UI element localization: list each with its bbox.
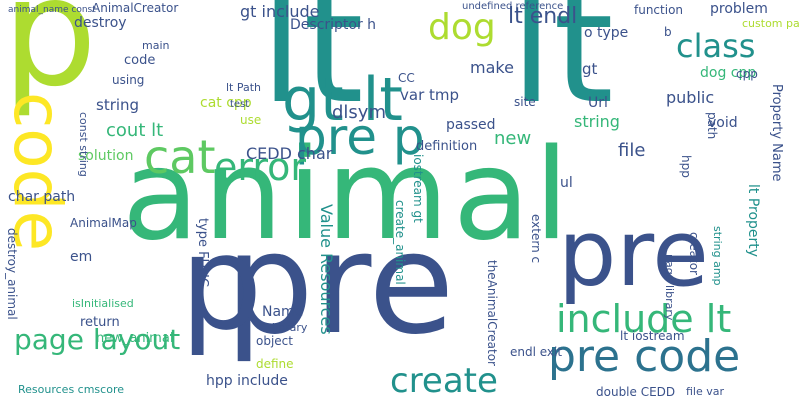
word: lt — [260, 0, 364, 138]
word: CEDD char — [246, 144, 333, 163]
word: new_animal — [96, 331, 174, 346]
word: char path — [8, 189, 76, 205]
word: class — [676, 27, 756, 65]
word: Property Name — [769, 84, 784, 182]
word: create_animal — [393, 200, 407, 285]
word: code — [124, 53, 156, 68]
word: function — [634, 3, 684, 17]
word: creator — [687, 232, 701, 275]
word: endl exit — [510, 345, 563, 359]
word: dog cpp — [700, 65, 757, 81]
word: extern c — [529, 214, 543, 264]
word: undefined reference — [462, 1, 564, 12]
word: theAnimalCreator — [485, 260, 499, 366]
word: lt Path — [226, 81, 262, 94]
word: AnimalMap — [70, 216, 137, 230]
word: animal — [122, 121, 574, 268]
word: Name — [262, 304, 304, 320]
word: ul — [560, 175, 573, 191]
word: dog — [428, 7, 496, 48]
word: page library — [663, 254, 676, 321]
word: gt — [582, 60, 598, 78]
word: cat — [144, 130, 216, 184]
word: p — [180, 207, 263, 359]
word: define — [256, 357, 294, 371]
word: pre — [558, 200, 709, 307]
word: site — [514, 95, 536, 109]
word: Value Resources — [317, 204, 336, 335]
word: p — [2, 0, 98, 120]
word: void — [708, 115, 738, 131]
word: double CEDD — [596, 385, 676, 399]
word: error — [214, 145, 306, 189]
word: lt endl — [508, 4, 578, 29]
word: Descriptor h — [290, 17, 377, 33]
word: lt Property — [745, 184, 761, 258]
word: return — [80, 315, 120, 330]
word: pre — [225, 203, 455, 366]
word: AnimalCreator — [92, 1, 179, 15]
word: type FUNC — [195, 218, 210, 287]
word: path — [705, 112, 719, 140]
word: new — [494, 128, 532, 149]
word: lt iostream — [620, 329, 685, 343]
word: test — [230, 99, 250, 110]
word: pre code — [548, 331, 741, 382]
word: include lt — [556, 297, 732, 341]
word: CC — [398, 71, 415, 85]
word: solution — [78, 148, 134, 164]
word: make — [470, 58, 514, 77]
word: iostream gt — [411, 154, 425, 223]
word: use — [240, 113, 262, 127]
word: main — [142, 39, 170, 52]
word: animal_name const — [8, 5, 96, 15]
word: page layout — [14, 323, 181, 356]
word: cat cpp — [200, 95, 252, 111]
word: destroy_animal — [5, 228, 19, 320]
word: string — [574, 112, 620, 131]
word: passed — [446, 117, 496, 133]
word: pre p — [295, 108, 425, 166]
word: cout lt — [106, 120, 164, 141]
word: var tmp — [400, 86, 460, 104]
word: hpp — [679, 155, 693, 178]
word: file var — [686, 385, 725, 398]
word: code — [0, 92, 76, 252]
word: using — [112, 73, 145, 87]
word: problem — [710, 1, 768, 17]
word: cpp — [736, 67, 758, 81]
word: create — [390, 361, 498, 400]
word: destroy — [74, 15, 127, 31]
word: library — [272, 321, 308, 334]
word: b — [664, 25, 672, 39]
word: o type — [584, 25, 629, 41]
word: object — [256, 334, 293, 348]
word: dlsym — [332, 102, 386, 123]
word: public — [666, 88, 715, 107]
word: string amp — [711, 226, 724, 286]
word: const string — [77, 112, 90, 177]
word: hpp include — [206, 373, 288, 389]
word: gt lt — [282, 65, 403, 135]
word: em — [70, 249, 93, 265]
word: custom page — [742, 17, 800, 30]
word: lt — [510, 0, 614, 138]
word: string — [96, 96, 140, 114]
word: Resources cmscore — [18, 383, 124, 396]
word: Url — [588, 95, 608, 111]
word: definition — [416, 139, 478, 154]
word: file — [618, 140, 646, 161]
word: isInitialised — [72, 297, 134, 310]
word: gt include — [240, 2, 320, 21]
